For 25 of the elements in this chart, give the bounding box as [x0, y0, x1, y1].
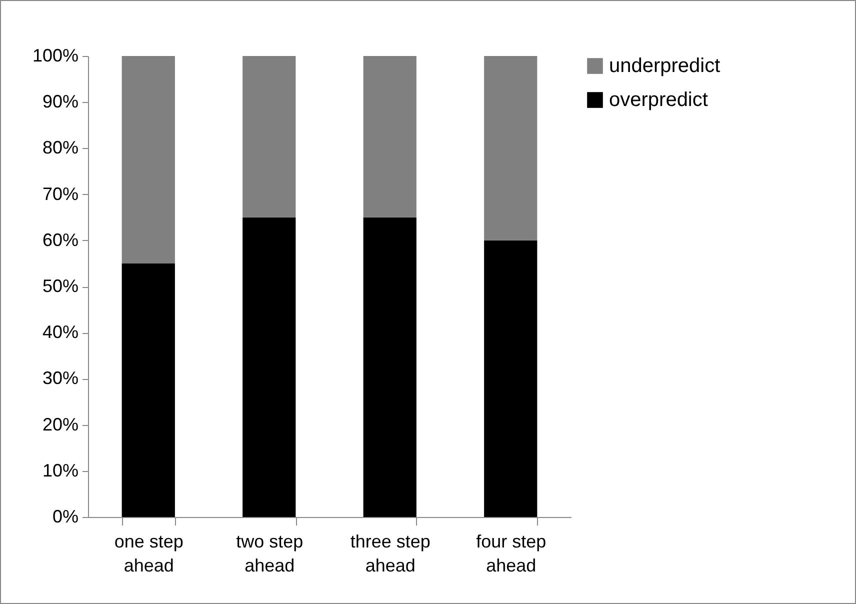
y-tick-label: 100% [32, 46, 78, 66]
y-tick-label: 50% [42, 276, 78, 296]
x-tick-label: two step ahead [236, 532, 304, 576]
x-tick-label: four step ahead [476, 532, 546, 576]
y-tick-label: 10% [42, 460, 78, 480]
y-tick-label: 70% [42, 184, 78, 204]
y-tick-label: 80% [42, 138, 78, 158]
legend-label: underpredict [609, 55, 721, 77]
bar [363, 56, 416, 218]
bar [122, 56, 175, 264]
y-tick-label: 90% [42, 92, 78, 112]
x-tick-label: three step ahead [350, 532, 430, 576]
y-tick-label: 30% [42, 368, 78, 388]
x-tick-label: one step ahead [114, 532, 184, 576]
legend-label: overpredict [609, 89, 708, 111]
bar [242, 56, 296, 218]
y-tick-label: 60% [42, 230, 78, 250]
y-tick-label: 40% [42, 322, 78, 342]
bar [484, 240, 538, 517]
bar [484, 56, 538, 240]
bar [363, 217, 416, 517]
bar [242, 217, 296, 517]
y-tick-label: 20% [42, 414, 78, 434]
bar [122, 263, 175, 517]
y-tick-label: 0% [52, 506, 78, 526]
